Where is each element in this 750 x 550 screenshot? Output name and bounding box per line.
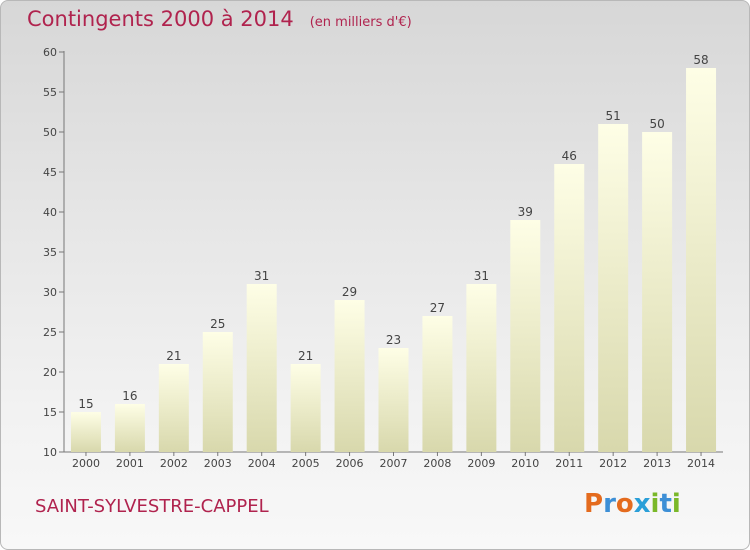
x-tick-label-2002: 2002 <box>160 457 188 470</box>
bar-2002 <box>158 364 189 452</box>
commune-name: SAINT-SYLVESTRE-CAPPEL <box>35 496 269 517</box>
x-tick-label-2012: 2012 <box>599 457 627 470</box>
x-tick-label-2008: 2008 <box>423 457 451 470</box>
y-tick-label: 15 <box>43 406 57 419</box>
chart-title-text: Contingents 2000 à 2014 <box>27 7 294 31</box>
data-label-2010: 39 <box>518 205 533 219</box>
bar-2004 <box>246 284 277 452</box>
x-tick-label-2013: 2013 <box>643 457 671 470</box>
data-label-2012: 51 <box>606 109 621 123</box>
data-label-2007: 23 <box>386 333 401 347</box>
data-label-2002: 21 <box>166 349 181 363</box>
bar-2012 <box>598 124 629 452</box>
bar-2006 <box>334 300 365 452</box>
y-tick-label: 25 <box>43 326 57 339</box>
bar-2010 <box>510 220 541 452</box>
y-tick-label: 35 <box>43 246 57 259</box>
x-tick-label-2007: 2007 <box>380 457 408 470</box>
logo-letter: r <box>603 489 616 519</box>
logo-letter: o <box>615 489 634 519</box>
x-tick-label-2005: 2005 <box>292 457 320 470</box>
y-tick-label: 50 <box>43 126 57 139</box>
y-axis-ticks: 10 15 20 25 30 35 40 45 50 55 60 <box>43 46 64 459</box>
proxiti-logo: Proxiti <box>584 489 681 519</box>
bars-group: 15 16 21 25 31 21 29 23 27 31 39 46 51 50 58 <box>70 53 717 452</box>
data-label-2003: 25 <box>210 317 225 331</box>
bar-2011 <box>554 164 585 452</box>
y-tick-label: 30 <box>43 286 57 299</box>
x-tick-label-2009: 2009 <box>467 457 495 470</box>
bar-2007 <box>378 348 409 452</box>
data-label-2004: 31 <box>254 269 269 283</box>
x-tick-label-2001: 2001 <box>116 457 144 470</box>
chart-title: Contingents 2000 à 2014 (en milliers d'€) <box>27 7 412 31</box>
x-tick-label-2004: 2004 <box>248 457 276 470</box>
data-label-2009: 31 <box>474 269 489 283</box>
logo-letter: x <box>633 489 651 519</box>
data-label-2014: 58 <box>693 53 708 67</box>
x-tick-label-2010: 2010 <box>511 457 539 470</box>
chart-unit: (en milliers d'€) <box>309 15 412 30</box>
y-tick-label: 20 <box>43 366 57 379</box>
data-label-2006: 29 <box>342 285 357 299</box>
bar-2001 <box>114 404 145 452</box>
bar-2000 <box>70 412 101 452</box>
y-tick-label: 45 <box>43 166 57 179</box>
data-label-2008: 27 <box>430 301 445 315</box>
data-label-2013: 50 <box>649 117 664 131</box>
logo-letter: i <box>671 489 681 519</box>
x-tick-label-2014: 2014 <box>687 457 715 470</box>
bar-2013 <box>642 132 673 452</box>
bar-2005 <box>290 364 321 452</box>
logo-letter: i <box>650 489 660 519</box>
logo-letter: P <box>584 489 604 519</box>
bar-2009 <box>466 284 497 452</box>
y-tick-label: 10 <box>43 446 57 459</box>
y-tick-label: 40 <box>43 206 57 219</box>
y-tick-label: 55 <box>43 86 57 99</box>
data-label-2005: 21 <box>298 349 313 363</box>
bar-2014 <box>686 68 717 452</box>
data-label-2001: 16 <box>122 389 137 403</box>
data-label-2011: 46 <box>562 149 577 163</box>
logo-letter: t <box>659 489 672 519</box>
x-tick-label-2006: 2006 <box>336 457 364 470</box>
bar-2008 <box>422 316 453 452</box>
x-tick-label-2003: 2003 <box>204 457 232 470</box>
bar-2003 <box>202 332 233 452</box>
y-tick-label: 60 <box>43 46 57 59</box>
x-tick-label-2011: 2011 <box>555 457 583 470</box>
x-tick-label-2000: 2000 <box>72 457 100 470</box>
data-label-2000: 15 <box>78 397 93 411</box>
x-axis-ticks: 2000 2001 2002 2003 2004 2005 2006 2007 2008 2009… <box>72 452 715 470</box>
